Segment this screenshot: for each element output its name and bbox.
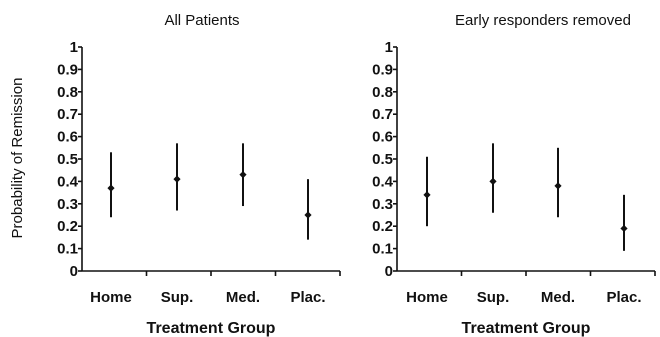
data-point [423, 191, 431, 199]
data-point [173, 175, 181, 183]
y-tick-label: 0.3 [57, 196, 78, 213]
category-label: Med. [541, 289, 575, 306]
category-label: Plac. [290, 289, 325, 306]
panel-early-responders-removed: Early responders removed Treatment Group [455, 12, 631, 337]
y-tick-label: 0.5 [372, 151, 393, 168]
category-label: Med. [226, 289, 260, 306]
category-label: Home [406, 289, 448, 306]
y-tick-label: 0.5 [57, 151, 78, 168]
y-tick-label: 0 [385, 263, 393, 280]
data-point [107, 184, 115, 192]
y-tick-label: 0.6 [372, 129, 393, 146]
y-tick-label: 0.2 [57, 218, 78, 235]
y-tick-label: 0.9 [372, 61, 393, 78]
category-label: Home [90, 289, 132, 306]
y-tick-label: 0.8 [372, 84, 393, 101]
y-tick-label: 0.1 [57, 241, 78, 258]
y-tick-label: 0.4 [372, 173, 394, 190]
category-label: Sup. [161, 289, 194, 306]
y-axis-label: Probability of Remission [9, 78, 26, 239]
y-tick-label: 0.9 [57, 61, 78, 78]
data-point [489, 177, 497, 185]
panel-title: Early responders removed [455, 12, 631, 29]
x-axis-label: Treatment Group [147, 320, 276, 337]
y-tick-label: 0.4 [57, 173, 79, 190]
y-tick-label: 0.7 [57, 106, 78, 123]
panel-title: All Patients [164, 12, 239, 29]
y-tick-label: 0.3 [372, 196, 393, 213]
data-point [620, 224, 628, 233]
data-point [304, 211, 312, 219]
y-tick-label: 0 [70, 263, 78, 280]
y-tick-label: 0.6 [57, 129, 78, 146]
data-point [239, 171, 247, 179]
y-tick-label: 1 [70, 39, 78, 56]
x-axis-label: Treatment Group [462, 320, 591, 337]
category-label: Plac. [606, 289, 641, 306]
y-tick-label: 0.7 [372, 106, 393, 123]
y-tick-label: 0.2 [372, 218, 393, 235]
y-tick-label: 1 [385, 39, 393, 56]
y-tick-label: 0.8 [57, 84, 78, 101]
data-point [554, 182, 562, 190]
category-label: Sup. [477, 289, 510, 306]
y-tick-label: 0.1 [372, 241, 393, 258]
panel-all-patients: All Patients Probability of Remission Tr… [9, 12, 276, 337]
